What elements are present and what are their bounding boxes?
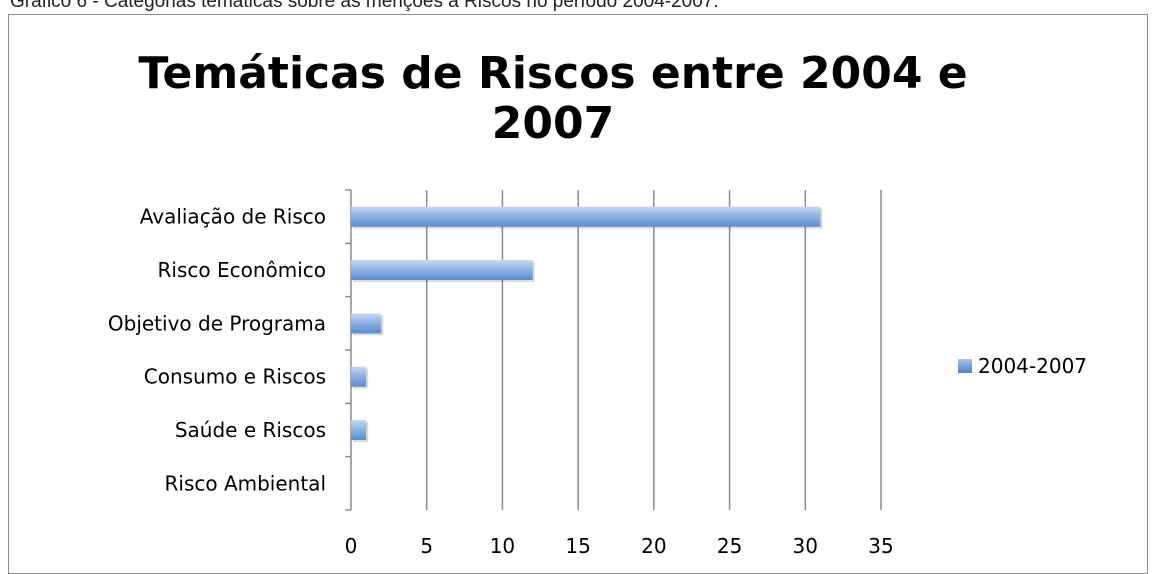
chart-title-line-1: Temáticas de Riscos entre 2004 e bbox=[138, 48, 967, 99]
chart-title-line-2: 2007 bbox=[492, 98, 614, 149]
bars bbox=[351, 206, 823, 442]
x-tick-label: 35 bbox=[868, 534, 893, 558]
category-label: Avaliação de Risco bbox=[140, 205, 326, 229]
figure-caption: Gráfico 6 - Categorias temáticas sobre a… bbox=[10, 0, 719, 12]
x-tick-label: 15 bbox=[565, 534, 590, 558]
category-label: Consumo e Riscos bbox=[144, 365, 326, 389]
x-tick-label: 0 bbox=[345, 534, 358, 558]
x-tick-label: 20 bbox=[641, 534, 666, 558]
bar bbox=[351, 366, 367, 387]
y-axis bbox=[345, 189, 352, 511]
x-tick-labels: 0 5 10 15 20 25 30 35 bbox=[345, 534, 894, 558]
bar bbox=[351, 206, 821, 227]
bar bbox=[351, 313, 382, 334]
legend-swatch bbox=[958, 359, 972, 373]
bar bbox=[351, 260, 533, 280]
bar bbox=[351, 420, 367, 440]
category-label: Risco Ambiental bbox=[164, 471, 326, 495]
x-tick-label: 5 bbox=[420, 534, 433, 558]
category-label: Risco Econômico bbox=[157, 258, 326, 282]
x-tick-label: 30 bbox=[793, 534, 818, 558]
x-tick-label: 25 bbox=[717, 534, 742, 558]
category-labels: Avaliação de Risco Risco Econômico Objetiv… bbox=[108, 205, 326, 496]
legend-label: 2004-2007 bbox=[978, 354, 1087, 378]
category-label: Saúde e Riscos bbox=[175, 418, 326, 442]
category-label: Objetivo de Programa bbox=[108, 311, 326, 335]
x-tick-label: 10 bbox=[490, 534, 515, 558]
gridlines bbox=[425, 190, 882, 510]
legend: 2004-2007 bbox=[958, 354, 1087, 378]
